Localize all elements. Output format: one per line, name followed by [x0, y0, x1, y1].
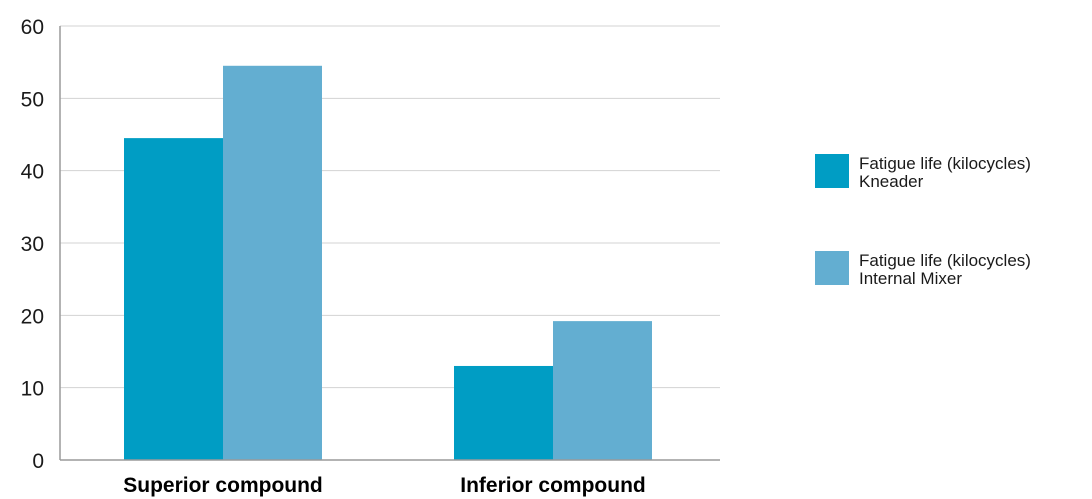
bar-kneader-superior: [124, 138, 223, 460]
y-axis-ticks: 0 10 20 30 40 50 60: [21, 16, 44, 473]
bar-kneader-inferior: [454, 365, 553, 460]
y-tick-label-20: 20: [21, 305, 44, 328]
y-tick-label-60: 60: [21, 16, 44, 39]
x-category-label-1: Inferior compound: [460, 474, 646, 497]
axes: [59, 26, 720, 461]
legend-label-0-line-1: Kneader: [859, 172, 924, 191]
y-tick-label-30: 30: [21, 233, 44, 256]
y-tick-label-50: 50: [21, 88, 44, 111]
legend-label-1-line-1: Internal Mixer: [859, 269, 962, 288]
legend: Fatigue life (kilocycles)KneaderFatigue …: [815, 154, 1031, 288]
legend-label-0-line-0: Fatigue life (kilocycles): [859, 154, 1031, 173]
legend-swatch-0: [815, 154, 849, 188]
bars: [124, 65, 652, 461]
legend-swatch-1: [815, 251, 849, 285]
y-tick-label-10: 10: [21, 378, 44, 401]
y-tick-label-40: 40: [21, 161, 44, 184]
y-tick-label-0: 0: [32, 450, 44, 473]
bar-internal-mixer-inferior: [553, 321, 652, 460]
legend-label-1-line-0: Fatigue life (kilocycles): [859, 251, 1031, 270]
x-category-label-0: Superior compound: [123, 474, 323, 497]
x-axis-categories: Superior compound Inferior compound: [123, 474, 646, 497]
bar-internal-mixer-superior: [223, 65, 322, 461]
